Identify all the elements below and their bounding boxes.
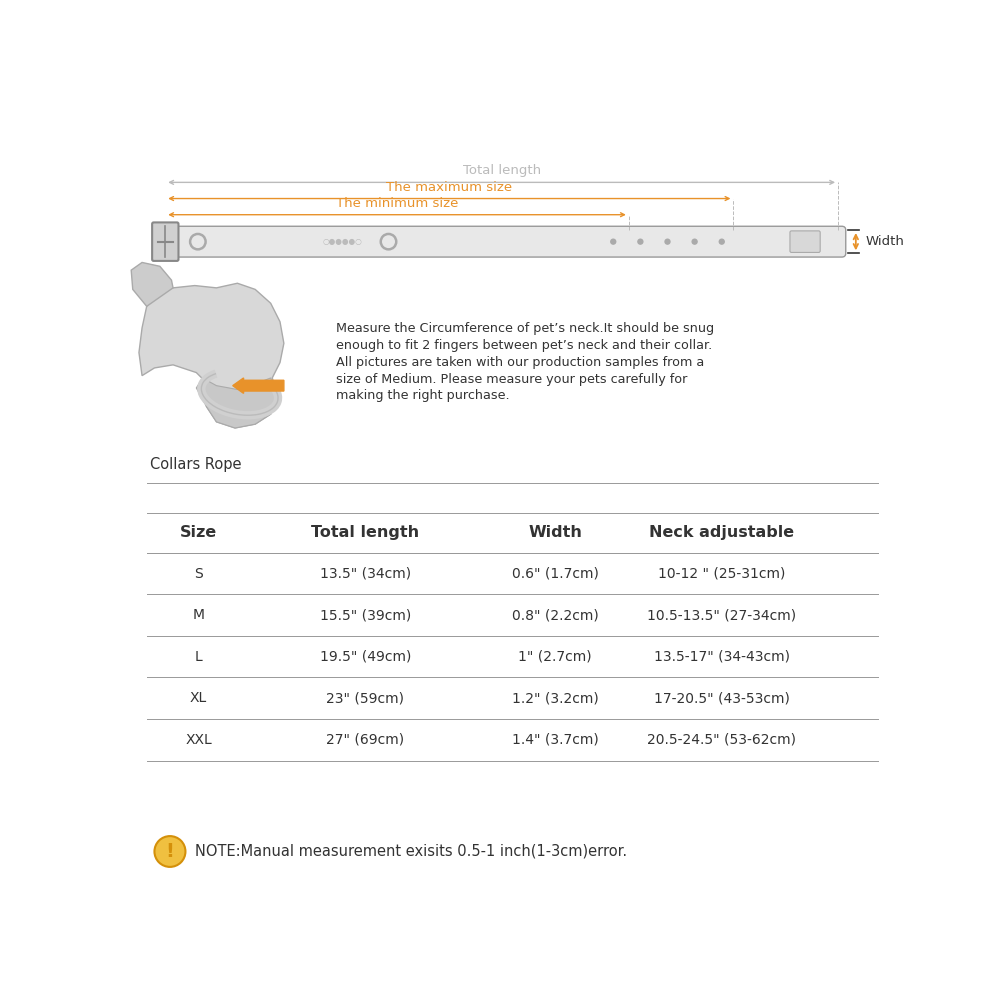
Text: Size: Size [180, 525, 217, 540]
Text: 20.5-24.5" (53-62cm): 20.5-24.5" (53-62cm) [647, 733, 796, 747]
Text: 27" (69cm): 27" (69cm) [326, 733, 404, 747]
Circle shape [638, 239, 643, 244]
Text: Neck adjustable: Neck adjustable [649, 525, 794, 540]
Circle shape [719, 239, 724, 244]
Text: Collars Rope: Collars Rope [150, 457, 241, 472]
Polygon shape [139, 283, 284, 428]
Text: !: ! [166, 842, 174, 861]
Polygon shape [131, 262, 173, 306]
Text: 1" (2.7cm): 1" (2.7cm) [518, 650, 592, 664]
Text: M: M [193, 608, 205, 622]
Circle shape [611, 239, 616, 244]
FancyBboxPatch shape [171, 226, 846, 257]
Text: Width: Width [528, 525, 582, 540]
Text: enough to fit 2 fingers between pet’s neck and their collar.: enough to fit 2 fingers between pet’s ne… [336, 339, 712, 352]
Text: XXL: XXL [185, 733, 212, 747]
Circle shape [665, 239, 670, 244]
Text: L: L [195, 650, 202, 664]
Text: 10.5-13.5" (27-34cm): 10.5-13.5" (27-34cm) [647, 608, 796, 622]
Text: The maximum size: The maximum size [386, 181, 512, 194]
Text: S: S [194, 567, 203, 581]
Text: size of Medium. Please measure your pets carefully for: size of Medium. Please measure your pets… [336, 373, 687, 386]
Text: 15.5" (39cm): 15.5" (39cm) [320, 608, 411, 622]
Text: All pictures are taken with our production samples from a: All pictures are taken with our producti… [336, 356, 704, 369]
Polygon shape [196, 378, 278, 428]
Text: 13.5-17" (34-43cm): 13.5-17" (34-43cm) [654, 650, 790, 664]
Text: 23" (59cm): 23" (59cm) [326, 691, 404, 705]
Text: The minimum size: The minimum size [336, 197, 458, 210]
Text: XL: XL [190, 691, 207, 705]
Text: 1.4" (3.7cm): 1.4" (3.7cm) [512, 733, 598, 747]
Text: Total length: Total length [463, 164, 541, 177]
Text: ○●●●●○: ○●●●●○ [322, 237, 362, 246]
FancyBboxPatch shape [152, 222, 178, 261]
Text: 0.8" (2.2cm): 0.8" (2.2cm) [512, 608, 598, 622]
Circle shape [154, 836, 185, 867]
FancyArrow shape [233, 378, 284, 393]
Text: 17-20.5" (43-53cm): 17-20.5" (43-53cm) [654, 691, 790, 705]
Text: NOTE:Manual measurement exisits 0.5-1 inch(1-3cm)error.: NOTE:Manual measurement exisits 0.5-1 in… [195, 844, 627, 859]
Text: making the right purchase.: making the right purchase. [336, 389, 509, 402]
Text: 1.2" (3.2cm): 1.2" (3.2cm) [512, 691, 598, 705]
Text: 0.6" (1.7cm): 0.6" (1.7cm) [512, 567, 599, 581]
FancyBboxPatch shape [790, 231, 820, 252]
Text: 13.5" (34cm): 13.5" (34cm) [320, 567, 411, 581]
Circle shape [692, 239, 697, 244]
Text: 10-12 " (25-31cm): 10-12 " (25-31cm) [658, 567, 785, 581]
Text: 19.5" (49cm): 19.5" (49cm) [320, 650, 411, 664]
Text: Width: Width [865, 235, 904, 248]
Text: Total length: Total length [311, 525, 419, 540]
Text: Measure the Circumference of pet’s neck.It should be snug: Measure the Circumference of pet’s neck.… [336, 322, 714, 335]
